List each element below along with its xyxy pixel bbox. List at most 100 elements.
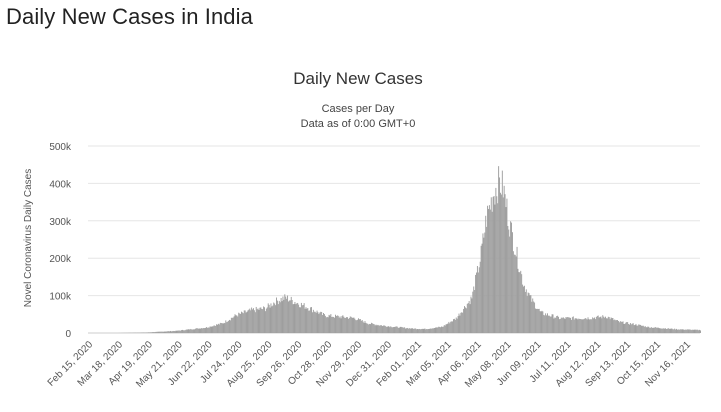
bar [395,326,397,333]
bar [208,327,210,333]
bar [269,307,271,333]
bar [515,256,517,333]
bar [688,329,689,333]
bar [669,328,671,333]
bar [180,330,182,333]
bar [277,304,279,333]
bar [580,319,582,333]
bar [268,304,270,333]
bar [333,316,335,333]
bar [192,329,194,333]
bar [195,328,197,333]
bar [605,318,607,333]
bar [489,209,491,333]
bar [309,310,311,333]
bar [409,328,411,333]
bar [523,286,524,333]
bar [204,328,206,333]
bar [538,308,540,333]
bar [423,328,425,333]
bar [391,327,393,333]
bar [603,316,605,333]
bar [677,329,679,333]
bar [562,317,564,333]
bar [397,327,399,333]
bar [178,330,180,333]
bar [535,308,536,333]
bars [118,166,701,333]
bar [432,328,434,333]
bar [247,310,249,333]
bar [519,272,521,333]
bar [394,326,395,333]
bar [284,294,286,333]
bar [434,327,436,333]
bar [531,301,533,333]
bar [157,331,159,333]
bar [469,304,471,333]
bar [523,285,525,333]
bar [200,328,202,333]
bar [653,327,655,333]
bar [175,330,177,333]
bar [425,329,427,333]
bar [300,302,302,333]
bar [495,187,497,333]
bar [230,317,232,333]
bar [314,311,316,333]
bar [404,327,406,333]
bar [154,332,156,333]
bar [321,311,323,333]
bar [476,272,477,333]
bar [444,325,446,333]
bar [688,329,690,333]
bar [308,310,310,333]
grid-layer [88,145,700,334]
y-tick-label: 0 [65,329,71,340]
bar [481,243,483,333]
bar [198,328,200,333]
bar [472,291,474,333]
bar [558,316,560,333]
bar [401,327,403,333]
bar [585,318,587,333]
bar [449,323,451,333]
bar [611,318,613,333]
bar [664,328,666,333]
bar [251,307,253,333]
bar [615,320,617,333]
bar [496,196,498,333]
bar [207,327,209,333]
bar [514,254,516,333]
bar [202,328,204,333]
bar [211,326,213,333]
bar [287,295,289,333]
bar [500,194,502,333]
bar [189,329,191,333]
bar [462,312,464,333]
bar [663,328,665,333]
bar [452,319,454,333]
y-axis-label: Novel Coronavirus Daily Cases [23,169,34,307]
bar [476,266,478,333]
bar [410,328,412,333]
bar [667,328,669,333]
bar [275,305,277,333]
bar [573,319,575,333]
bar [187,329,189,333]
bar [303,303,305,333]
bar [554,317,556,333]
bar [228,320,230,333]
bar [678,329,680,333]
bar [361,320,363,333]
bar [491,211,493,333]
bar [437,327,439,333]
bar [313,311,315,333]
bar [598,317,600,333]
bar [542,311,544,333]
bar [413,329,415,333]
bar [494,204,496,333]
bar [163,331,165,333]
bar [529,295,531,333]
bar [660,328,662,333]
